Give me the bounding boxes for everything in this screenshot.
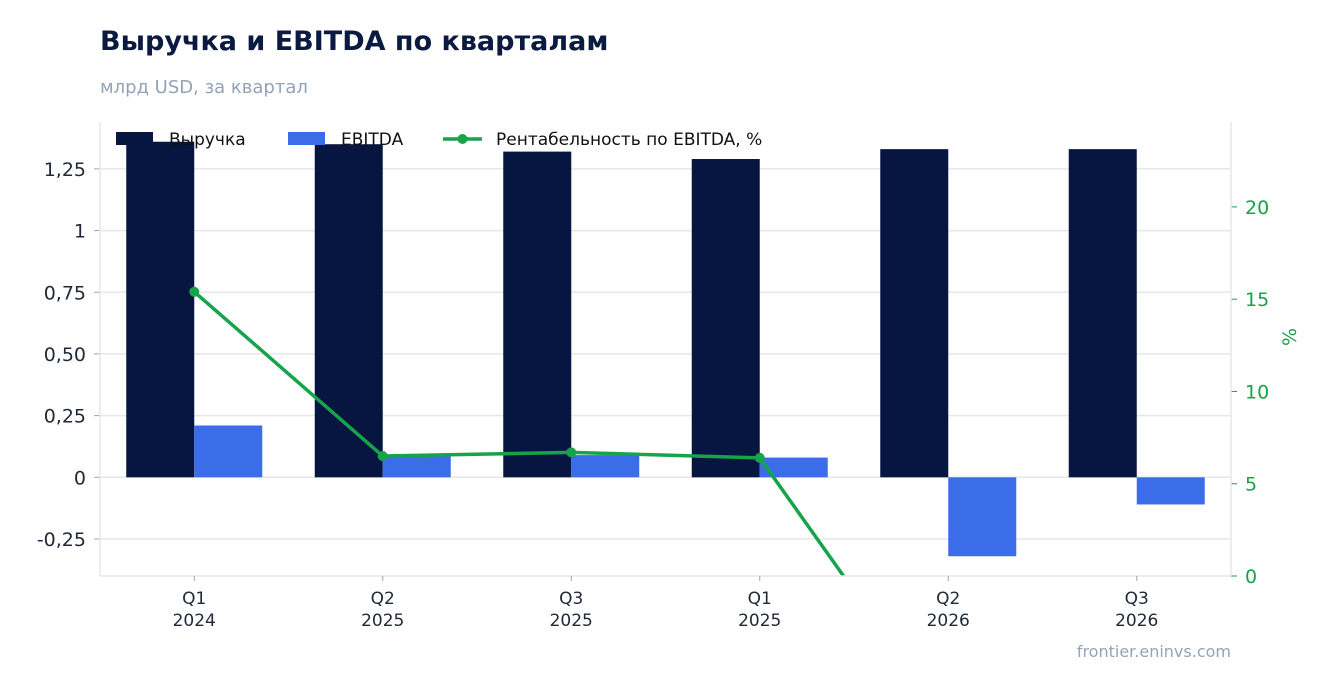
x-tick-label-quarter: Q1 [182,589,206,609]
bar-revenue [691,159,760,478]
y-right-tick-label: 5 [1245,474,1257,496]
bar-series [126,141,1205,557]
bar-ebitda [571,455,640,478]
legend-label-ebitda: EBITDA [341,130,404,150]
y-left-tick-label: -0,25 [37,529,86,551]
point-margin [754,452,765,463]
x-tick-label-year: 2025 [738,611,781,631]
bar-revenue [126,141,195,478]
bar-ebitda [382,455,451,478]
point-margin [377,451,388,462]
y-right-axis-title: % [1279,328,1301,346]
y-right-tick-label: 0 [1245,566,1257,588]
y-left-tick-label: 0,75 [44,282,86,304]
x-tick-label-quarter: Q2 [371,589,395,609]
bar-revenue [503,151,572,478]
bar-ebitda [194,425,263,478]
y-left-tick-label: 0,25 [44,406,86,428]
x-tick-label-quarter: Q3 [559,589,583,609]
bar-ebitda [759,457,828,478]
bar-revenue [314,144,383,478]
bar-revenue [880,149,949,478]
legend-marker-margin [457,134,468,144]
gridlines [100,168,1231,540]
line-series [189,286,846,576]
legend: Выручка EBITDA Рентабельность по EBITDA, % [116,130,762,150]
x-tick-label-year: 2025 [361,611,404,631]
legend-swatch-revenue [116,132,153,145]
legend-label-revenue: Выручка [169,130,246,150]
chart-subtitle: млрд USD, за квартал [100,77,308,98]
x-tick-label-quarter: Q3 [1125,589,1149,609]
point-margin [566,447,577,458]
x-tick-label-year: 2024 [173,611,216,631]
x-tick-label-quarter: Q1 [748,589,772,609]
chart-title: Выручка и EBITDA по кварталам [100,26,609,57]
y-left-tick-label: 0 [74,467,86,489]
x-tick-label-year: 2026 [927,611,970,631]
legend-swatch-ebitda [288,132,325,145]
y-left-tick-label: 0,50 [44,344,86,366]
bar-revenue [1068,149,1137,478]
y-right-tick-label: 10 [1245,381,1269,403]
legend-label-margin: Рентабельность по EBITDA, % [496,130,762,150]
bar-ebitda [948,477,1017,557]
y-right-tick-label: 20 [1245,197,1269,219]
axes: -0,2500,250,500,7511,2505101520%Q12024Q2… [37,122,1301,631]
bar-ebitda [1136,477,1205,505]
y-right-tick-label: 15 [1245,289,1269,311]
y-left-tick-label: 1 [74,221,86,243]
x-tick-label-year: 2025 [550,611,593,631]
source-credit: frontier.eninvs.com [1076,642,1231,661]
x-tick-label-year: 2026 [1115,611,1158,631]
x-tick-label-quarter: Q2 [936,589,960,609]
y-left-tick-label: 1,25 [44,159,86,181]
point-margin [189,286,200,297]
